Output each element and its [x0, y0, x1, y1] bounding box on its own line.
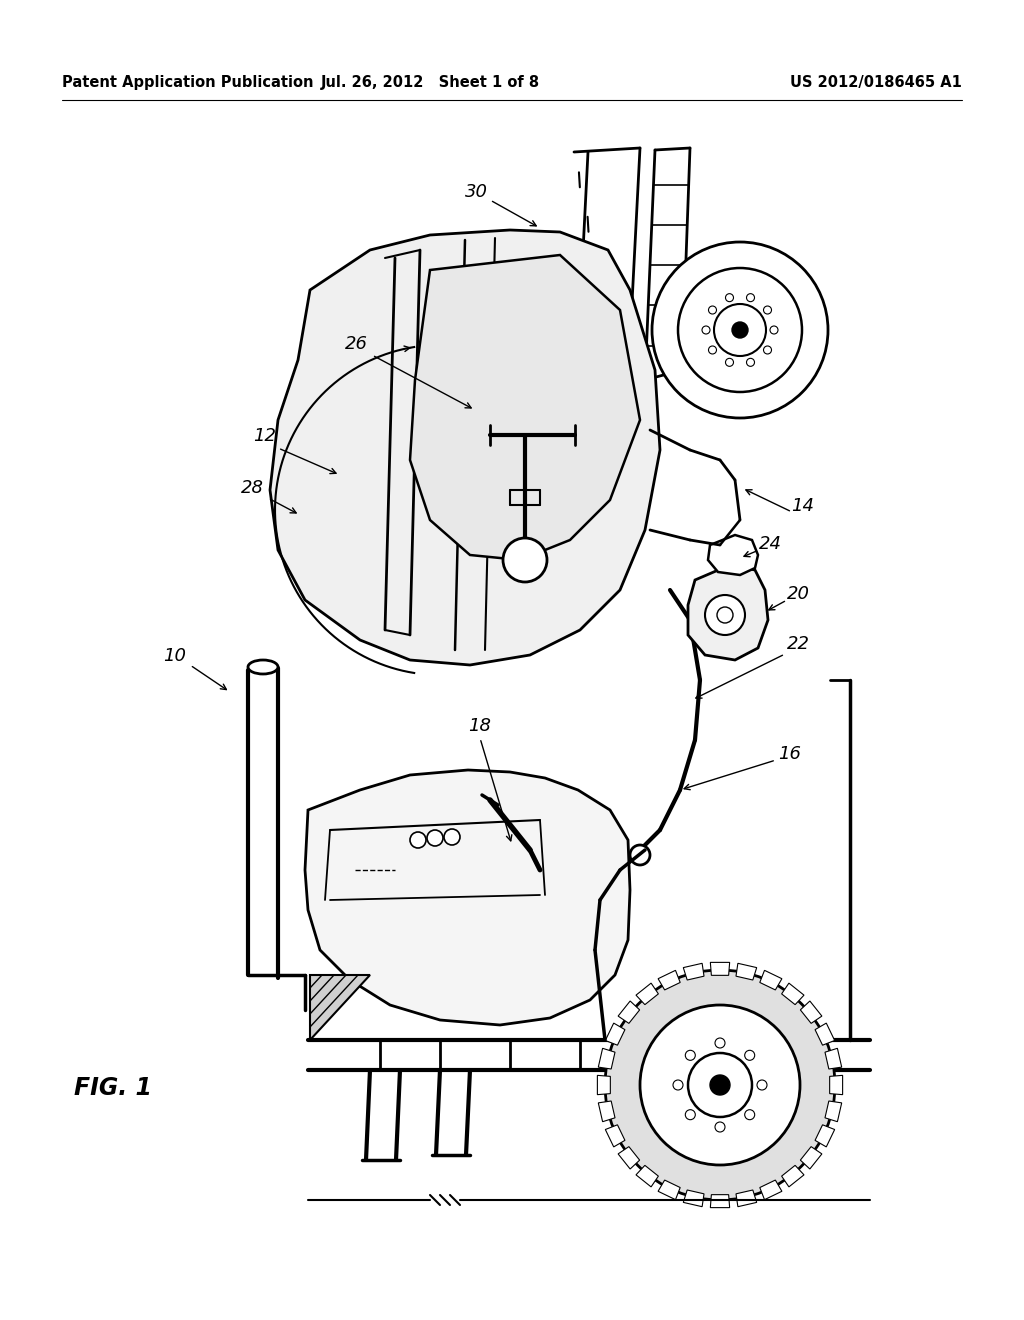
Polygon shape: [310, 975, 370, 1040]
Polygon shape: [760, 970, 782, 990]
Polygon shape: [270, 230, 660, 665]
Polygon shape: [658, 1180, 680, 1200]
Polygon shape: [708, 535, 758, 576]
Circle shape: [710, 1074, 730, 1096]
Polygon shape: [760, 1180, 782, 1200]
Polygon shape: [683, 964, 705, 979]
Polygon shape: [825, 1101, 842, 1122]
Text: 24: 24: [759, 535, 781, 553]
Polygon shape: [618, 1147, 640, 1170]
Polygon shape: [801, 1001, 822, 1023]
Text: 30: 30: [465, 183, 487, 201]
Circle shape: [427, 830, 443, 846]
Polygon shape: [683, 1191, 705, 1206]
Polygon shape: [636, 983, 658, 1005]
Circle shape: [685, 1051, 695, 1060]
Polygon shape: [597, 1076, 610, 1094]
Circle shape: [410, 832, 426, 847]
Circle shape: [744, 1110, 755, 1119]
Circle shape: [678, 268, 802, 392]
Circle shape: [673, 1080, 683, 1090]
Polygon shape: [305, 770, 630, 1026]
Circle shape: [732, 322, 748, 338]
Polygon shape: [711, 1195, 730, 1208]
Polygon shape: [781, 983, 804, 1005]
Text: 18: 18: [469, 717, 492, 735]
Circle shape: [725, 293, 733, 302]
Circle shape: [688, 1053, 752, 1117]
Circle shape: [709, 346, 717, 354]
Polygon shape: [598, 1048, 615, 1069]
Circle shape: [715, 1038, 725, 1048]
Text: 20: 20: [786, 585, 810, 603]
Circle shape: [764, 346, 771, 354]
Text: 26: 26: [344, 335, 368, 352]
Text: 16: 16: [778, 744, 802, 763]
Circle shape: [746, 293, 755, 302]
Polygon shape: [598, 1101, 615, 1122]
Polygon shape: [815, 1125, 835, 1147]
Polygon shape: [829, 1076, 843, 1094]
Polygon shape: [781, 1166, 804, 1187]
Polygon shape: [688, 565, 768, 660]
Text: 28: 28: [241, 479, 263, 498]
Circle shape: [640, 1005, 800, 1166]
Polygon shape: [658, 970, 680, 990]
Polygon shape: [711, 962, 730, 975]
Circle shape: [764, 306, 771, 314]
Circle shape: [605, 970, 835, 1200]
Circle shape: [630, 845, 650, 865]
Polygon shape: [605, 1125, 625, 1147]
Ellipse shape: [248, 660, 278, 675]
Polygon shape: [636, 1166, 658, 1187]
Text: 22: 22: [786, 635, 810, 653]
Text: 12: 12: [254, 426, 276, 445]
Circle shape: [702, 326, 710, 334]
Circle shape: [746, 358, 755, 367]
Polygon shape: [736, 1191, 757, 1206]
Circle shape: [705, 595, 745, 635]
Circle shape: [444, 829, 460, 845]
Text: Jul. 26, 2012   Sheet 1 of 8: Jul. 26, 2012 Sheet 1 of 8: [321, 74, 540, 90]
Polygon shape: [618, 1001, 640, 1023]
Circle shape: [717, 607, 733, 623]
Circle shape: [685, 1110, 695, 1119]
Polygon shape: [825, 1048, 842, 1069]
Circle shape: [503, 539, 547, 582]
Polygon shape: [605, 1023, 625, 1045]
Text: FIG. 1: FIG. 1: [74, 1076, 152, 1100]
Text: 14: 14: [792, 498, 814, 515]
Polygon shape: [815, 1023, 835, 1045]
Polygon shape: [801, 1147, 822, 1170]
Text: US 2012/0186465 A1: US 2012/0186465 A1: [791, 74, 962, 90]
Circle shape: [714, 304, 766, 356]
Polygon shape: [410, 255, 640, 560]
Circle shape: [770, 326, 778, 334]
Circle shape: [709, 306, 717, 314]
Polygon shape: [736, 964, 757, 979]
Text: Patent Application Publication: Patent Application Publication: [62, 74, 313, 90]
Circle shape: [725, 358, 733, 367]
Circle shape: [744, 1051, 755, 1060]
Circle shape: [757, 1080, 767, 1090]
Text: 10: 10: [164, 647, 186, 665]
Circle shape: [652, 242, 828, 418]
Circle shape: [715, 1122, 725, 1133]
